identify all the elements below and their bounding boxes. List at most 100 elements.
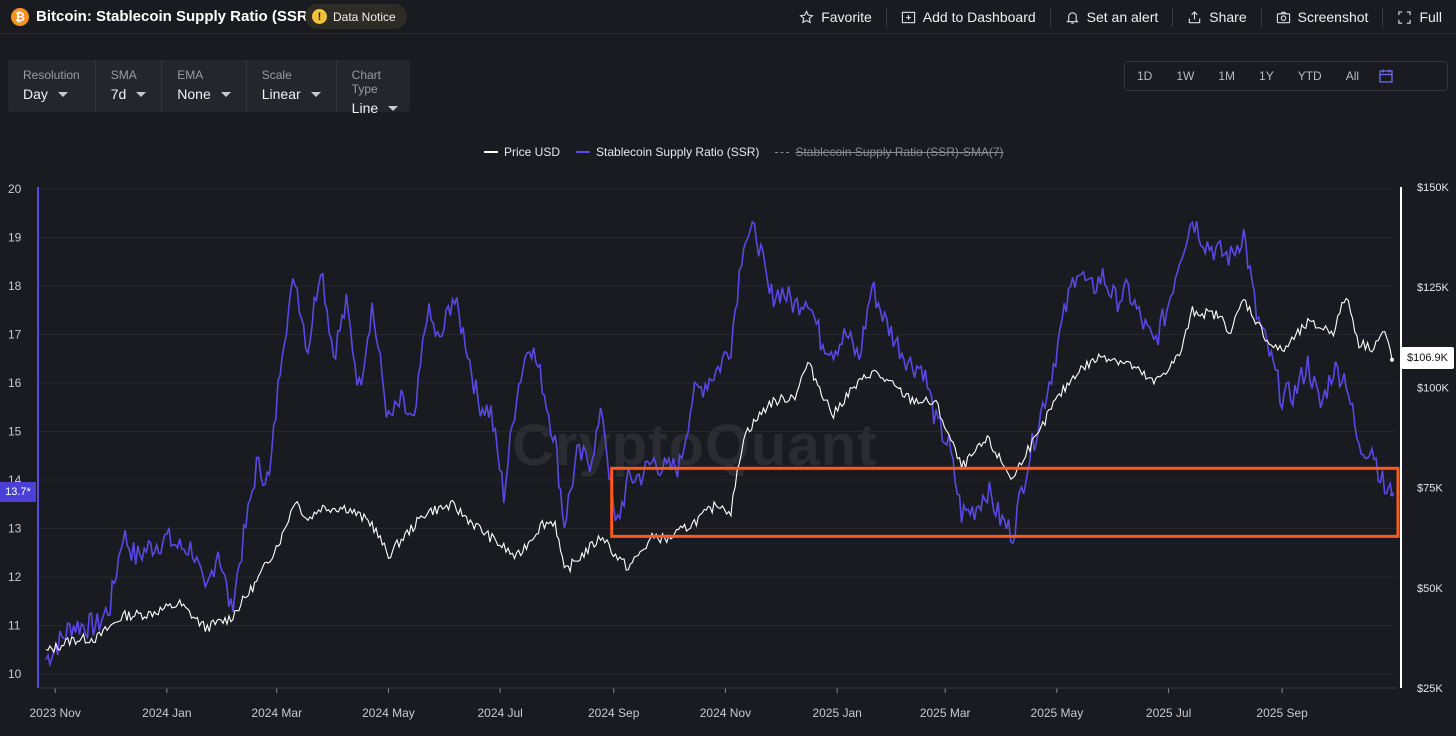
y-left-tick-label: 12 [8,570,22,584]
highlight-box [610,466,1400,538]
legend-label-sma: Stablecoin Supply Ratio (SSR)-SMA(7) [795,145,1004,159]
y-right-tick-label: $50K [1417,583,1443,595]
add-to-dashboard-label: Add to Dashboard [922,9,1036,25]
resolution-dropdown[interactable]: Resolution Day [8,60,96,112]
legend-label-price: Price USD [504,145,561,159]
range-all-button[interactable]: All [1345,69,1360,83]
x-tick-label: 2023 Nov [29,706,80,720]
chevron-down-icon [57,91,68,97]
page-title: Bitcoin: Stablecoin Supply Ratio (SSR) [36,8,313,25]
data-notice-button[interactable]: ! Data Notice [305,4,407,29]
ema-dropdown[interactable]: EMA None [162,60,247,112]
resolution-value: Day [23,86,48,102]
x-tick-label: 2024 Jan [142,706,191,720]
fullscreen-button[interactable]: Full [1382,7,1456,27]
favorite-button[interactable]: Favorite [785,7,886,27]
x-tick-label: 2025 Sep [1256,706,1308,720]
fullscreen-icon [1398,10,1412,24]
legend-swatch-sma [775,151,790,153]
y-right-tick-label: $150K [1417,182,1449,194]
share-icon [1189,10,1201,23]
top-bar: ₿ Bitcoin: Stablecoin Supply Ratio (SSR)… [0,0,1456,34]
x-tick-label: 2025 May [1031,706,1084,720]
y-right-tick-label: $125K [1417,282,1449,294]
chart-legend: Price USD Stablecoin Supply Ratio (SSR) … [484,145,1004,159]
time-range-selector: 1D 1W 1M 1Y YTD All [1124,61,1448,91]
legend-item-ssr[interactable]: Stablecoin Supply Ratio (SSR) [576,145,759,159]
y-right-tick-label: $75K [1417,483,1443,495]
scale-dropdown[interactable]: Scale Linear [247,60,337,112]
x-tick-label: 2025 Jan [812,706,861,720]
x-tick-label: 2025 Jul [1146,706,1191,720]
scale-label: Scale [261,68,292,82]
legend-item-price[interactable]: Price USD [484,145,560,159]
calendar-icon[interactable] [1379,69,1393,83]
x-tick-label: 2024 Nov [700,706,751,720]
chart-type-label: Chart Type [351,68,382,96]
ssr-current-value-tag: 13.7* [0,482,36,502]
legend-item-sma[interactable]: Stablecoin Supply Ratio (SSR)-SMA(7) [775,145,1004,159]
y-left-tick-label: 18 [8,279,22,293]
price-current-value-tag: $106.9K [1401,347,1454,369]
legend-label-ssr: Stablecoin Supply Ratio (SSR) [596,145,760,159]
sma-label: SMA [110,68,137,82]
screenshot-button[interactable]: Screenshot [1260,7,1383,27]
ssr-end-marker [1390,492,1394,497]
scale-value: Linear [261,86,301,102]
range-1d-button[interactable]: 1D [1137,69,1153,83]
x-tick-label: 2024 Sep [588,706,640,720]
share-button[interactable]: Share [1172,7,1260,27]
header-actions: Favorite Add to Dashboard Set an alert S… [785,0,1456,34]
ema-label: EMA [177,68,204,82]
y-left-tick-label: 17 [8,328,22,342]
chart-type-dropdown[interactable]: Chart Type Line [337,60,413,116]
x-tick-label: 2024 May [362,706,415,720]
range-1y-button[interactable]: 1Y [1259,69,1274,83]
bitcoin-logo-icon: ₿ [11,8,29,26]
chart-type-value: Line [351,100,379,116]
add-to-dashboard-button[interactable]: Add to Dashboard [885,7,1050,27]
add-dashboard-icon [901,11,915,23]
legend-swatch-ssr [576,151,591,153]
y-left-tick-label: 10 [8,667,22,681]
set-alert-label: Set an alert [1086,9,1159,25]
sma-value: 7d [110,86,127,102]
range-1m-button[interactable]: 1M [1218,69,1236,83]
ssr-line [45,220,1393,668]
chevron-down-icon [220,91,231,97]
chart-controls: Resolution Day SMA 7d EMA None Scale Lin… [8,60,413,116]
price-end-marker [1390,357,1394,362]
y-left-tick-label: 16 [8,376,22,390]
y-left-tick-label: 20 [8,182,22,196]
y-left-tick-label: 11 [8,619,21,633]
bell-icon [1065,11,1079,24]
chevron-down-icon [310,91,321,97]
legend-swatch-price [484,151,498,153]
price-line [45,297,1393,654]
y-left-tick-label: 19 [8,231,22,245]
sma-dropdown[interactable]: SMA 7d [96,60,163,112]
y-right-tick-label: $100K [1417,382,1449,394]
star-icon [799,9,814,24]
range-ytd-button[interactable]: YTD [1297,69,1322,83]
range-1w-button[interactable]: 1W [1176,69,1195,83]
chart-canvas[interactable]: 1011121314151617181920$25K$50K$75K$100K$… [0,170,1456,736]
y-left-tick-label: 15 [8,425,22,439]
chevron-down-icon [388,105,399,111]
set-alert-button[interactable]: Set an alert [1049,7,1173,27]
x-tick-label: 2024 Mar [251,706,302,720]
screenshot-label: Screenshot [1297,9,1369,25]
resolution-label: Resolution [23,68,80,82]
x-tick-label: 2024 Jul [477,706,522,720]
y-right-tick-label: $25K [1417,683,1443,695]
share-label: Share [1209,9,1247,25]
x-tick-label: 2025 Mar [920,706,971,720]
camera-icon [1276,11,1290,23]
favorite-label: Favorite [821,9,872,25]
chevron-down-icon [136,91,147,97]
warning-icon: ! [312,9,327,24]
ema-value: None [177,86,211,102]
y-left-tick-label: 13 [8,522,22,536]
data-notice-label: Data Notice [333,9,396,24]
fullscreen-label: Full [1419,9,1442,25]
